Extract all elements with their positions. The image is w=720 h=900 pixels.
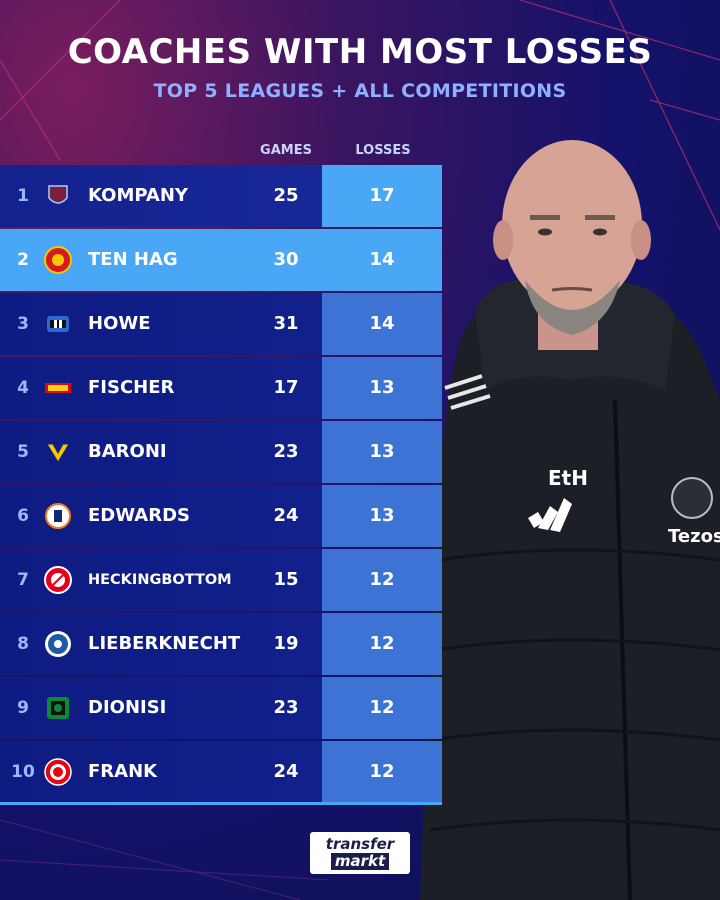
sheffield-united-crest-icon bbox=[44, 566, 72, 594]
column-header-losses: LOSSES bbox=[355, 143, 411, 158]
page-title: COACHES WITH MOST LOSSES bbox=[67, 32, 653, 72]
rank: 9 bbox=[17, 698, 29, 718]
table-row: 1 KOMPANY 25 17 bbox=[0, 165, 442, 227]
table-row: 8 LIEBERKNECHT 19 12 bbox=[0, 613, 442, 675]
table-row: 10 FRANK 24 12 bbox=[0, 741, 442, 803]
rank: 8 bbox=[17, 634, 29, 654]
coach-name: LIEBERKNECHT bbox=[88, 633, 241, 654]
rank: 7 bbox=[17, 570, 29, 590]
jacket-sponsor: Tezos bbox=[668, 526, 720, 547]
rank: 3 bbox=[17, 314, 29, 334]
rank: 6 bbox=[17, 506, 29, 526]
games-value: 30 bbox=[273, 249, 299, 270]
losses-value: 13 bbox=[322, 357, 442, 419]
transfermarkt-logo: transfer markt bbox=[310, 832, 410, 874]
games-value: 23 bbox=[273, 697, 299, 718]
games-value: 25 bbox=[273, 185, 299, 206]
losses-value: 12 bbox=[322, 741, 442, 803]
brentford-crest-icon bbox=[44, 758, 72, 786]
losses-value: 12 bbox=[322, 677, 442, 739]
table-row: 7 HECKINGBOTTOM 15 12 bbox=[0, 549, 442, 611]
luton-crest-icon bbox=[44, 502, 72, 530]
games-value: 31 bbox=[273, 313, 299, 334]
losses-value: 12 bbox=[322, 549, 442, 611]
table-row: 3 HOWE 31 14 bbox=[0, 293, 442, 355]
losses-value: 14 bbox=[322, 229, 442, 291]
rank: 2 bbox=[17, 250, 29, 270]
page-subtitle: TOP 5 LEAGUES + ALL COMPETITIONS bbox=[153, 80, 567, 102]
darmstadt-crest-icon bbox=[44, 630, 72, 658]
burnley-crest-icon bbox=[44, 182, 72, 210]
sportswear-logo-icon bbox=[528, 498, 572, 532]
ranking-table: 1 KOMPANY 25 17 2 TEN HAG 30 14 3 HOWE 3… bbox=[0, 165, 442, 805]
coach-name: HOWE bbox=[88, 313, 151, 334]
man-united-crest-icon bbox=[44, 246, 72, 274]
coach-name: EDWARDS bbox=[88, 505, 190, 526]
jacket-initials: EtH bbox=[548, 466, 588, 490]
games-value: 15 bbox=[273, 569, 299, 590]
losses-value: 13 bbox=[322, 421, 442, 483]
games-value: 17 bbox=[273, 377, 299, 398]
rank: 1 bbox=[17, 186, 29, 206]
table-row: 5 BARONI 23 13 bbox=[0, 421, 442, 483]
logo-line-2: markt bbox=[330, 853, 390, 870]
games-value: 24 bbox=[273, 505, 299, 526]
sassuolo-crest-icon bbox=[44, 694, 72, 722]
coach-name: BARONI bbox=[88, 441, 167, 462]
coach-name: FRANK bbox=[88, 761, 158, 782]
verona-crest-icon bbox=[44, 438, 72, 466]
games-value: 19 bbox=[273, 633, 299, 654]
coach-photo: EtH Tezos bbox=[420, 140, 720, 900]
club-crest-jacket-icon bbox=[671, 477, 713, 519]
coach-name: DIONISI bbox=[88, 697, 167, 718]
losses-value: 14 bbox=[322, 293, 442, 355]
coach-name: KOMPANY bbox=[88, 185, 188, 206]
coach-name: HECKINGBOTTOM bbox=[88, 572, 232, 588]
rank: 10 bbox=[11, 762, 35, 782]
losses-value: 12 bbox=[322, 613, 442, 675]
games-value: 24 bbox=[273, 761, 299, 782]
newcastle-crest-icon bbox=[44, 310, 72, 338]
table-bottom-border bbox=[0, 802, 442, 805]
coach-name: TEN HAG bbox=[88, 249, 178, 270]
rank: 4 bbox=[17, 378, 29, 398]
table-row: 4 FISCHER 17 13 bbox=[0, 357, 442, 419]
table-row: 9 DIONISI 23 12 bbox=[0, 677, 442, 739]
column-header-games: GAMES bbox=[260, 143, 312, 158]
logo-line-1: transfer bbox=[321, 836, 399, 853]
losses-value: 17 bbox=[322, 165, 442, 227]
rank: 5 bbox=[17, 442, 29, 462]
table-row: 2 TEN HAG 30 14 bbox=[0, 229, 442, 291]
coach-name: FISCHER bbox=[88, 377, 175, 398]
losses-value: 13 bbox=[322, 485, 442, 547]
games-value: 23 bbox=[273, 441, 299, 462]
table-row: 6 EDWARDS 24 13 bbox=[0, 485, 442, 547]
union-berlin-crest-icon bbox=[44, 374, 72, 402]
